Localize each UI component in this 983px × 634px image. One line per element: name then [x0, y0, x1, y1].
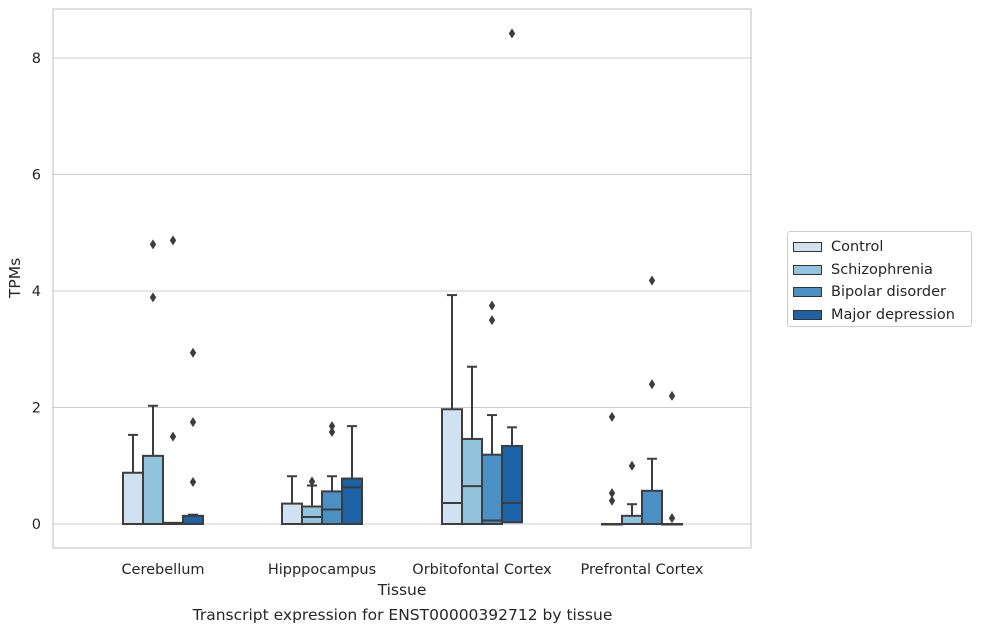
- legend-swatch: [793, 309, 822, 320]
- y-tick-label: 8: [32, 51, 41, 67]
- outlier-point: [668, 390, 676, 401]
- box-major-depression: [661, 390, 683, 526]
- plot-frame: [52, 8, 752, 549]
- legend-label: Major depression: [831, 306, 955, 323]
- box-bipolar-disorder: [641, 275, 663, 525]
- outlier-point: [488, 300, 496, 311]
- y-axis-label: TPMs: [6, 258, 24, 299]
- legend-label: Control: [831, 239, 884, 256]
- box-control: [122, 433, 144, 525]
- legend-item-major-depression: Major depression: [793, 304, 971, 327]
- outlier-point: [149, 292, 157, 303]
- x-tick-label: Orbitofontal Cortex: [412, 562, 552, 578]
- outlier-point: [608, 495, 616, 506]
- box-iqr: [641, 489, 663, 525]
- outlier-point: [189, 477, 197, 488]
- box-control: [281, 475, 303, 525]
- box-iqr: [281, 502, 303, 525]
- box-schizophrenia: [142, 239, 164, 525]
- legend-swatch: [793, 242, 822, 253]
- outlier-point: [608, 411, 616, 422]
- box-control: [601, 411, 623, 526]
- box-major-depression: [182, 347, 204, 525]
- box-iqr: [481, 453, 503, 525]
- y-tick-label: 4: [32, 284, 41, 300]
- legend-item-schizophrenia: Schizophrenia: [793, 259, 971, 282]
- y-tick-label: 2: [32, 401, 41, 417]
- box-bipolar-disorder: [162, 235, 184, 526]
- box-major-depression: [341, 425, 363, 526]
- outlier-point: [189, 347, 197, 358]
- outlier-point: [169, 431, 177, 442]
- box-iqr: [501, 444, 523, 524]
- box-iqr: [182, 514, 204, 525]
- chart-caption: Transcript expression for ENST0000039271…: [192, 606, 613, 624]
- legend-item-control: Control: [793, 236, 971, 259]
- box-iqr: [321, 490, 343, 526]
- outlier-point: [488, 315, 496, 326]
- box-iqr: [122, 471, 144, 525]
- box-major-depression: [501, 28, 523, 524]
- outlier-point: [628, 460, 636, 471]
- box-iqr: [341, 477, 363, 526]
- box-iqr: [461, 437, 483, 525]
- outlier-point: [508, 28, 516, 39]
- x-tick-labels: Cerebellum Hipppocampus Orbitofontal Corte…: [121, 562, 703, 578]
- box-schizophrenia: [621, 460, 643, 525]
- x-tick-label: Prefrontal Cortex: [581, 562, 704, 578]
- gridlines: [53, 57, 751, 525]
- box-iqr: [301, 505, 323, 525]
- legend-swatch: [793, 287, 822, 298]
- box-control: [441, 294, 463, 525]
- legend-label: Schizophrenia: [831, 261, 933, 278]
- outlier-point: [189, 417, 197, 428]
- legend: Control Schizophrenia Bipolar disorder M…: [787, 231, 972, 327]
- x-axis-label: Tissue: [377, 581, 427, 599]
- legend-swatch: [793, 264, 822, 275]
- x-tick-label: Cerebellum: [121, 562, 204, 578]
- outlier-point: [668, 513, 676, 524]
- box-bipolar-disorder: [481, 300, 503, 525]
- outlier-point: [648, 275, 656, 286]
- outlier-point: [648, 379, 656, 390]
- y-tick-labels: 0 2 4 6 8: [32, 51, 41, 533]
- legend-item-bipolar-disorder: Bipolar disorder: [793, 281, 971, 304]
- box-iqr: [621, 514, 643, 525]
- box-schizophrenia: [301, 476, 323, 525]
- box-bipolar-disorder: [321, 421, 343, 526]
- legend-label: Bipolar disorder: [831, 284, 946, 301]
- outlier-point: [169, 235, 177, 246]
- box-schizophrenia: [461, 365, 483, 525]
- box-groups: [122, 28, 683, 526]
- box-iqr: [142, 454, 164, 525]
- y-tick-label: 0: [32, 517, 41, 533]
- y-tick-label: 6: [32, 168, 41, 184]
- outlier-point: [608, 488, 616, 499]
- x-tick-label: Hipppocampus: [268, 562, 376, 578]
- box-iqr: [441, 408, 463, 525]
- outlier-point: [328, 426, 336, 437]
- outlier-point: [149, 239, 157, 250]
- outlier-point: [308, 476, 316, 487]
- outlier-point: [328, 421, 336, 432]
